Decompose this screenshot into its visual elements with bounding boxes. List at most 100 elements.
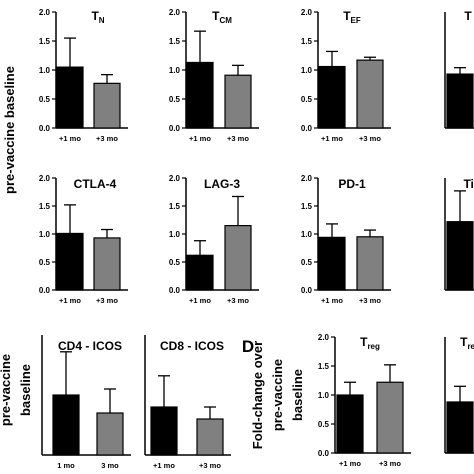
y-axis-label: pre-vaccine bbox=[0, 354, 13, 426]
title-main: LAG-3 bbox=[204, 177, 240, 191]
y-tick-label: 1.0 bbox=[301, 66, 313, 75]
y-tick-label: 0.0 bbox=[39, 286, 51, 295]
bar bbox=[56, 66, 84, 129]
y-tick-label: 0.0 bbox=[318, 449, 330, 458]
x-tick-label: +3 mo bbox=[96, 296, 118, 305]
y-tick-label: 1.5 bbox=[301, 202, 313, 211]
x-tick-label: +3 mo bbox=[379, 459, 401, 468]
y-tick-label: 1.0 bbox=[301, 230, 313, 239]
x-tick-label: 3 mo bbox=[101, 461, 119, 470]
y-tick-label: 2.0 bbox=[301, 8, 313, 17]
x-tick-label: +3 mo bbox=[359, 296, 381, 305]
y-tick-label: 1.5 bbox=[318, 362, 330, 371]
bar bbox=[186, 61, 214, 129]
x-tick-label: +1 mo bbox=[339, 459, 361, 468]
panel-title: TN bbox=[91, 9, 104, 25]
title-sub: EF bbox=[351, 16, 361, 25]
y-tick-label: 1.0 bbox=[39, 66, 51, 75]
title-main: T bbox=[460, 335, 468, 349]
y-tick-label: 1.5 bbox=[39, 202, 51, 211]
title-main: CTLA-4 bbox=[74, 177, 117, 191]
bar bbox=[446, 73, 474, 129]
x-tick-label: +1 mo bbox=[59, 134, 81, 143]
x-tick-label: +3 mo bbox=[227, 296, 249, 305]
bar bbox=[224, 74, 252, 129]
y-tick-label: 2.0 bbox=[39, 8, 51, 17]
panel-title: TCM bbox=[212, 9, 232, 25]
x-tick-label: +1 mo bbox=[189, 134, 211, 143]
bar bbox=[356, 236, 384, 291]
title-sub: reg bbox=[467, 342, 474, 351]
x-tick-label: +1 mo bbox=[189, 296, 211, 305]
title-main: T bbox=[343, 9, 351, 23]
title-main: PD-1 bbox=[338, 177, 366, 191]
bar bbox=[93, 237, 121, 291]
y-tick-label: 0.5 bbox=[39, 95, 51, 104]
bar bbox=[56, 232, 84, 291]
y-tick-label: 1.5 bbox=[301, 37, 313, 46]
panel-title: Treg bbox=[460, 335, 474, 351]
y-tick-label: 1.0 bbox=[169, 66, 181, 75]
bar bbox=[224, 225, 252, 291]
y-tick-label: 0.0 bbox=[169, 124, 181, 133]
panel-title: PD-1 bbox=[338, 177, 366, 191]
y-axis-label: pre-vaccine bbox=[270, 359, 285, 431]
y-tick-label: 0.5 bbox=[301, 95, 313, 104]
y-tick-label: 1.5 bbox=[39, 37, 51, 46]
panel-title: T bbox=[464, 9, 472, 23]
y-tick-label: 2.0 bbox=[169, 174, 181, 183]
title-main: CD4 - ICOS bbox=[58, 339, 122, 353]
y-tick-label: 0.0 bbox=[169, 286, 181, 295]
title-main: T bbox=[91, 9, 99, 23]
bar bbox=[318, 65, 346, 129]
shared-y-label: pre-vaccine baseline bbox=[2, 66, 17, 194]
x-tick-label: +1 mo bbox=[321, 134, 343, 143]
y-tick-label: 0.0 bbox=[39, 124, 51, 133]
y-tick-label: 1.0 bbox=[39, 230, 51, 239]
panel-title: LAG-3 bbox=[204, 177, 240, 191]
x-tick-label: +3 mo bbox=[199, 461, 221, 470]
bar bbox=[150, 406, 178, 456]
x-tick-label: +1 mo bbox=[153, 461, 175, 470]
bar bbox=[336, 394, 364, 454]
y-tick-label: 1.0 bbox=[169, 230, 181, 239]
bar bbox=[96, 412, 124, 456]
y-tick-label: 0.5 bbox=[39, 258, 51, 267]
y-tick-label: 0.5 bbox=[169, 95, 181, 104]
title-main: T bbox=[360, 335, 368, 349]
panel-title: Treg bbox=[360, 335, 380, 351]
bar bbox=[186, 254, 214, 291]
bar bbox=[446, 221, 474, 291]
bar bbox=[93, 82, 121, 129]
x-tick-label: +3 mo bbox=[359, 134, 381, 143]
bar bbox=[318, 236, 346, 291]
y-axis-label: baseline bbox=[18, 364, 33, 416]
bar bbox=[446, 401, 474, 454]
y-axis-label: Fold-change over bbox=[250, 341, 265, 449]
y-tick-label: 0.5 bbox=[301, 258, 313, 267]
bar bbox=[52, 394, 80, 456]
title-sub: N bbox=[99, 16, 105, 25]
x-tick-label: +3 mo bbox=[96, 134, 118, 143]
bar bbox=[356, 59, 384, 129]
y-axis-label: baseline bbox=[290, 369, 305, 421]
panel-title: Tim bbox=[463, 177, 474, 191]
y-tick-label: 2.0 bbox=[301, 174, 313, 183]
panel-label: D bbox=[242, 337, 254, 356]
title-main: Tim bbox=[463, 177, 474, 191]
y-tick-label: 2.0 bbox=[318, 333, 330, 342]
bar bbox=[196, 418, 224, 456]
y-tick-label: 1.5 bbox=[169, 202, 181, 211]
y-tick-label: 0.0 bbox=[301, 286, 313, 295]
panel-title: TEF bbox=[343, 9, 361, 25]
title-sub: CM bbox=[219, 16, 232, 25]
y-tick-label: 0.5 bbox=[169, 258, 181, 267]
y-tick-label: 0.0 bbox=[301, 124, 313, 133]
y-tick-label: 1.0 bbox=[318, 391, 330, 400]
x-tick-label: 1 mo bbox=[57, 461, 75, 470]
title-main: CD8 - ICOS bbox=[160, 339, 224, 353]
title-main: T bbox=[212, 9, 220, 23]
panel-title: CTLA-4 bbox=[74, 177, 117, 191]
panel-title: CD8 - ICOS bbox=[160, 339, 224, 353]
